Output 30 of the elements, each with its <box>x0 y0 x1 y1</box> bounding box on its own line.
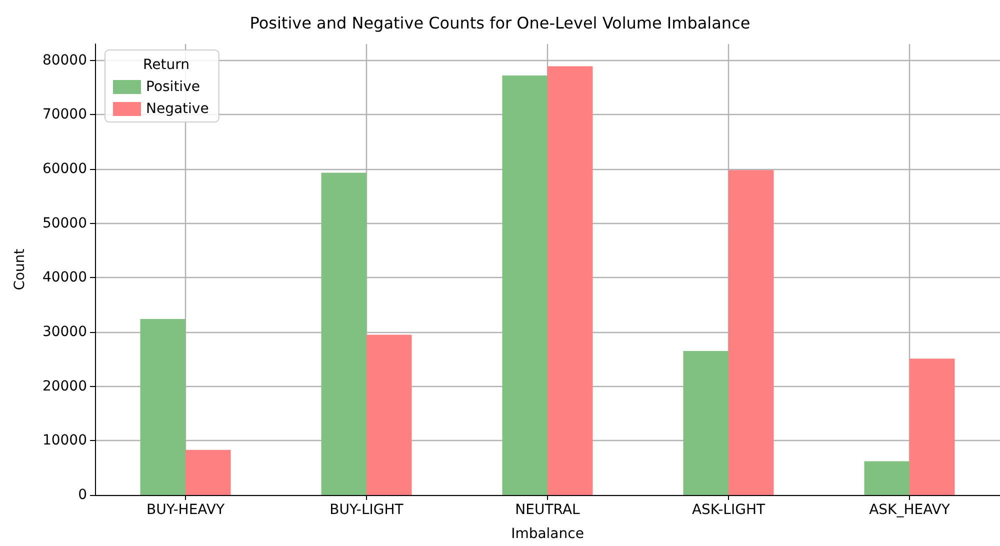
bar <box>864 461 910 495</box>
y-tick-label: 70000 <box>42 106 87 123</box>
x-tick-label: BUY-HEAVY <box>146 502 225 518</box>
y-tick-label: 10000 <box>42 432 87 449</box>
legend-title: Return <box>143 57 190 73</box>
bar <box>140 318 186 495</box>
bar <box>366 334 412 495</box>
legend-label: Negative <box>146 101 209 117</box>
y-tick-label: 20000 <box>42 378 87 394</box>
bar <box>502 76 548 495</box>
y-axis-title: Count <box>12 248 28 290</box>
legend-label: Positive <box>146 79 200 95</box>
bar <box>728 170 774 495</box>
x-tick-label: BUY-LIGHT <box>330 502 404 518</box>
bar <box>186 450 231 495</box>
y-tick-label: 40000 <box>42 270 87 286</box>
y-tick-label: 0 <box>78 487 87 503</box>
x-tick-label: NEUTRAL <box>515 502 580 518</box>
bar <box>548 66 593 495</box>
bar <box>683 351 728 495</box>
bar <box>910 358 955 495</box>
chart-title: Positive and Negative Counts for One-Level Volume Imbalance <box>250 14 750 32</box>
x-axis-title: Imbalance <box>511 526 584 542</box>
x-tick-label: ASK-LIGHT <box>692 502 766 518</box>
y-tick-label: 30000 <box>42 324 87 340</box>
x-tick-label: ASK_HEAVY <box>869 502 950 518</box>
y-tick-label: 60000 <box>42 160 87 177</box>
y-tick-label: 50000 <box>42 215 87 232</box>
bar <box>321 172 366 495</box>
y-tick-label: 80000 <box>42 52 87 68</box>
